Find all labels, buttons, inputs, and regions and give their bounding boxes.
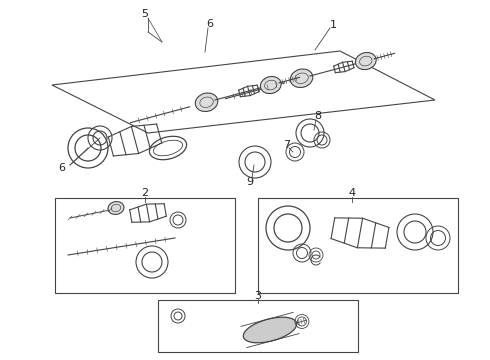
Text: 6: 6 — [206, 19, 214, 29]
Text: 4: 4 — [348, 188, 356, 198]
Text: 2: 2 — [142, 188, 148, 198]
Text: 7: 7 — [283, 140, 291, 150]
Ellipse shape — [196, 93, 218, 112]
Ellipse shape — [108, 202, 124, 215]
Bar — [158, 300, 358, 352]
Ellipse shape — [260, 76, 281, 94]
Text: 1: 1 — [329, 20, 337, 30]
Ellipse shape — [243, 317, 297, 343]
Text: 9: 9 — [246, 177, 253, 187]
Ellipse shape — [290, 69, 313, 87]
Ellipse shape — [355, 53, 376, 69]
Bar — [258, 198, 458, 293]
Bar — [55, 198, 235, 293]
Text: 6: 6 — [58, 163, 66, 173]
Text: 8: 8 — [315, 111, 321, 121]
Text: 3: 3 — [254, 291, 262, 301]
Text: 5: 5 — [142, 9, 148, 19]
